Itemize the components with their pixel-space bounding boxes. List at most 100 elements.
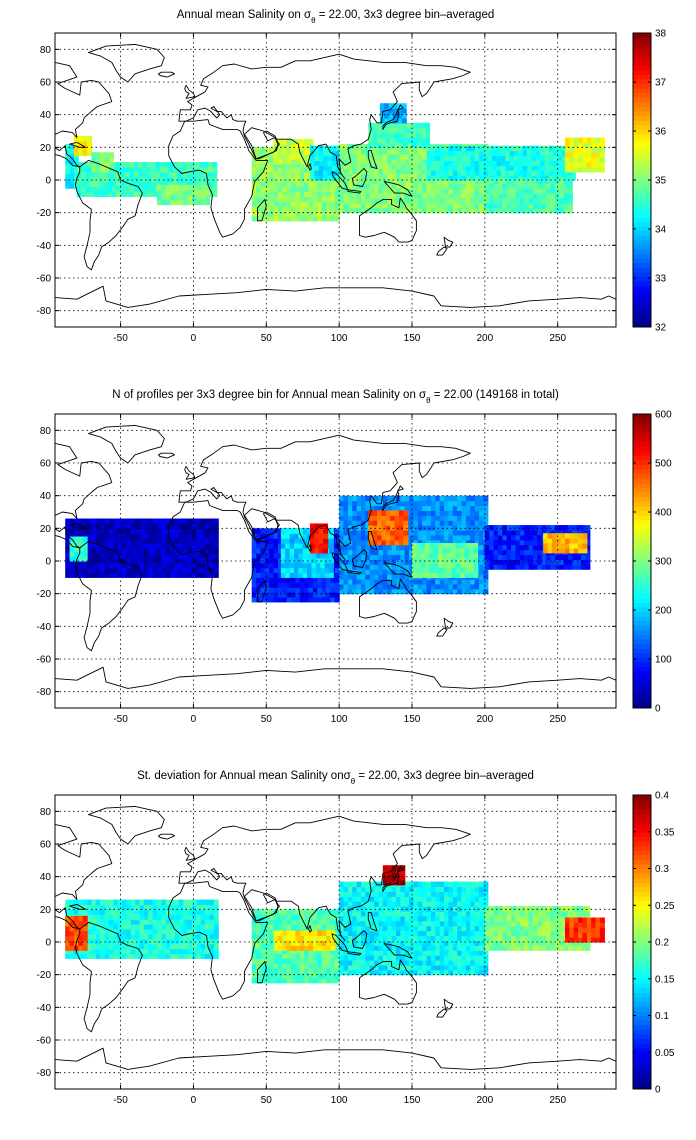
data-cell	[403, 127, 409, 134]
data-cell	[384, 113, 390, 119]
data-cell	[91, 953, 97, 959]
data-cell	[426, 529, 432, 536]
data-cell	[361, 534, 366, 541]
data-cell	[407, 127, 413, 134]
data-cell	[143, 538, 149, 544]
data-cell	[442, 572, 448, 578]
data-cell	[273, 538, 279, 544]
data-cell	[465, 202, 471, 209]
data-cell	[400, 969, 406, 976]
data-cell	[187, 547, 193, 554]
data-cell	[465, 193, 471, 199]
data-cell	[394, 142, 400, 148]
data-cell	[426, 515, 432, 521]
data-cell	[285, 538, 291, 544]
data-cell	[200, 914, 206, 920]
data-cell	[73, 173, 79, 179]
data-cell	[87, 909, 93, 915]
data-cell	[387, 891, 393, 897]
data-cell	[161, 189, 167, 196]
data-cell	[395, 148, 401, 155]
data-cell	[177, 162, 183, 168]
data-cell	[277, 945, 283, 951]
data-cell	[465, 150, 471, 157]
data-cell	[108, 899, 114, 906]
data-cell	[347, 891, 353, 897]
data-cell	[104, 166, 110, 173]
data-cell	[310, 547, 315, 554]
data-cell	[317, 968, 323, 974]
data-cell	[295, 945, 301, 951]
data-cell	[326, 958, 331, 964]
data-cell	[196, 572, 202, 578]
data-cell	[519, 188, 525, 194]
data-cell	[372, 515, 378, 521]
data-cell	[143, 899, 149, 906]
data-cell	[196, 547, 202, 554]
data-cell	[374, 578, 380, 585]
data-cell	[308, 940, 314, 946]
data-cell	[387, 940, 393, 946]
data-cell	[317, 201, 323, 207]
data-cell	[368, 132, 374, 139]
data-cell	[343, 955, 349, 961]
data-cell	[511, 539, 517, 546]
data-cell	[557, 145, 563, 152]
data-cell	[505, 145, 511, 152]
data-cell	[378, 906, 384, 912]
data-cell	[448, 178, 454, 184]
data-cell	[139, 948, 145, 955]
data-cell	[308, 596, 314, 603]
data-cell	[82, 145, 88, 152]
data-cell	[117, 919, 123, 925]
data-cell	[82, 945, 88, 951]
data-cell	[565, 533, 570, 539]
data-cell	[489, 564, 495, 570]
data-cell	[433, 547, 439, 554]
data-cell	[400, 901, 406, 907]
data-cell	[448, 505, 454, 511]
data-cell	[347, 915, 353, 922]
data-cell	[404, 559, 410, 565]
data-cell	[339, 554, 345, 560]
data-cell	[212, 191, 218, 197]
data-cell	[277, 191, 283, 197]
data-cell	[595, 142, 601, 148]
data-cell	[535, 145, 541, 152]
data-cell	[91, 562, 97, 569]
data-cell	[286, 940, 292, 946]
data-cell	[286, 139, 292, 145]
data-region	[543, 533, 588, 554]
data-cell	[527, 145, 533, 152]
data-cell	[524, 202, 530, 209]
data-cell	[347, 193, 353, 199]
data-cell	[439, 500, 445, 507]
data-cell	[461, 155, 467, 161]
data-cell	[448, 510, 454, 516]
data-cell	[282, 953, 288, 959]
data-cell	[126, 572, 132, 578]
data-cell	[403, 132, 409, 139]
data-cell	[251, 147, 257, 153]
data-cell	[439, 183, 445, 189]
data-cell	[413, 588, 419, 595]
data-cell	[330, 940, 336, 946]
data-cell	[365, 549, 371, 556]
data-cell	[382, 544, 388, 551]
data-cell	[212, 176, 218, 183]
data-cell	[339, 559, 345, 565]
data-cell	[493, 178, 499, 184]
data-cell	[295, 973, 301, 979]
data-cell	[400, 173, 406, 179]
data-cell	[317, 186, 323, 193]
data-cell	[483, 495, 489, 502]
data-cell	[505, 150, 511, 157]
data-cell	[417, 183, 423, 189]
data-cell	[304, 909, 310, 915]
data-cell	[369, 896, 375, 902]
data-cell	[73, 158, 79, 165]
data-cell	[331, 145, 337, 152]
data-cell	[356, 891, 362, 897]
data-cell	[164, 176, 170, 183]
